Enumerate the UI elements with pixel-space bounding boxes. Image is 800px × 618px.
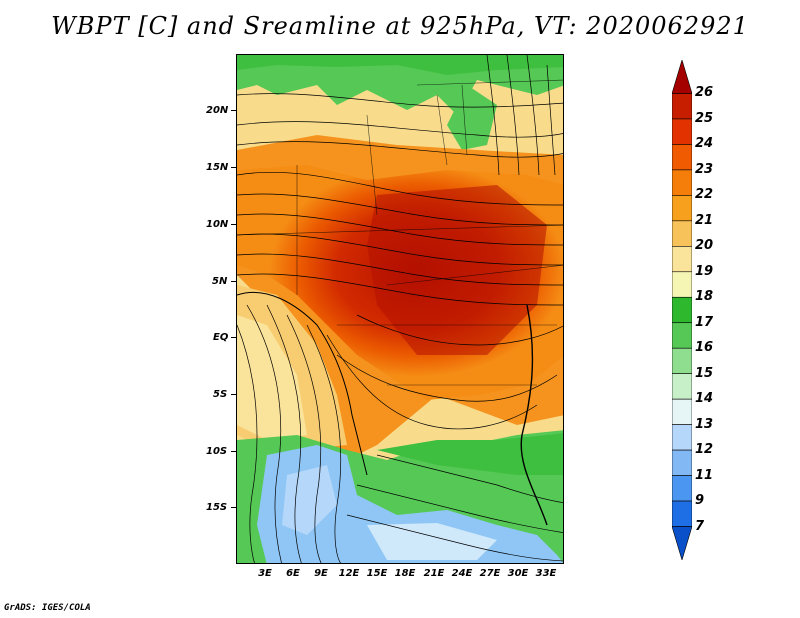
lon-label-12e: 12E	[338, 568, 360, 579]
lon-label-21e: 21E	[423, 568, 445, 579]
colorbar-label: 7	[695, 518, 705, 534]
lon-label-6e: 6E	[286, 568, 300, 579]
colorbar-segment	[672, 475, 692, 502]
south-green-dark	[377, 433, 563, 475]
coastline-west	[237, 291, 368, 476]
grads-credit: GrADS: IGES/COLA	[4, 603, 91, 613]
colorbar-segment	[672, 118, 692, 145]
map-panel	[236, 54, 564, 564]
colorbar-segment	[672, 398, 692, 425]
colorbar-label: 17	[695, 314, 714, 330]
lon-label-9e: 9E	[314, 568, 328, 579]
colorbar-segment	[672, 449, 692, 476]
colorbar-segment	[672, 93, 692, 120]
lat-label-5n: 5N	[212, 276, 228, 287]
colorbar-segment	[672, 322, 692, 349]
lon-label-30e: 30E	[507, 568, 529, 579]
streamlines	[237, 55, 563, 563]
south-blue-region	[257, 445, 563, 563]
colorbar-label: 21	[695, 212, 714, 228]
lat-label-eq: EQ	[213, 332, 229, 343]
colorbar-segment	[672, 195, 692, 222]
lon-label-24e: 24E	[451, 568, 473, 579]
lake-shore	[520, 304, 548, 526]
colorbar-label: 12	[695, 442, 714, 458]
lon-label-3e: 3E	[258, 568, 272, 579]
south-light-blue	[282, 465, 337, 535]
colorbar-label: 25	[695, 110, 714, 126]
colorbar-segment	[672, 347, 692, 374]
lat-label-15n: 15N	[206, 162, 229, 173]
colorbar-label: 16	[695, 340, 714, 356]
colorbar-label: 9	[695, 493, 705, 509]
wbpt-map	[237, 55, 563, 563]
colorbar-label: 26	[695, 85, 714, 101]
north-green-dark	[237, 55, 563, 75]
colorbar-segment	[672, 526, 692, 560]
colorbar-label: 23	[695, 161, 714, 177]
chart-title: WBPT [C] and Sreamline at 925hPa, VT: 20…	[51, 12, 749, 40]
colorbar-label: 13	[695, 416, 714, 432]
hot-center	[367, 185, 547, 355]
lat-label-10s: 10S	[206, 446, 228, 457]
west-light-region	[237, 315, 307, 440]
lat-label-10n: 10N	[206, 219, 229, 230]
south-pale-blue	[367, 523, 497, 560]
country-borders	[237, 79, 563, 386]
colorbar-label: 15	[695, 365, 714, 381]
colorbar-segment	[672, 246, 692, 273]
colorbar-label: 11	[695, 467, 714, 483]
lat-label-5s: 5S	[213, 389, 228, 400]
colorbar-label: 19	[695, 263, 714, 279]
colorbar-segment	[672, 296, 692, 324]
colorbar-label: 14	[695, 391, 714, 407]
lat-label-20n: 20N	[206, 105, 229, 116]
colorbar-segment	[672, 169, 692, 196]
colorbar-label: 22	[695, 187, 714, 203]
colorbar-label: 24	[695, 136, 714, 152]
lon-label-15e: 15E	[366, 568, 388, 579]
colorbar-label: 20	[695, 238, 714, 254]
colorbar	[672, 60, 692, 560]
colorbar-segment	[672, 60, 692, 94]
colorbar-segment	[672, 424, 692, 451]
colorbar-segment	[672, 271, 692, 298]
lon-label-18e: 18E	[394, 568, 416, 579]
lat-label-15s: 15S	[206, 502, 228, 513]
lon-label-33e: 33E	[535, 568, 557, 579]
lon-label-27e: 27E	[479, 568, 501, 579]
colorbar-segment	[672, 373, 692, 400]
colorbar-label: 18	[695, 289, 714, 305]
colorbar-segment	[672, 220, 692, 247]
colorbar-segment	[672, 500, 692, 527]
colorbar-segment	[672, 144, 692, 171]
